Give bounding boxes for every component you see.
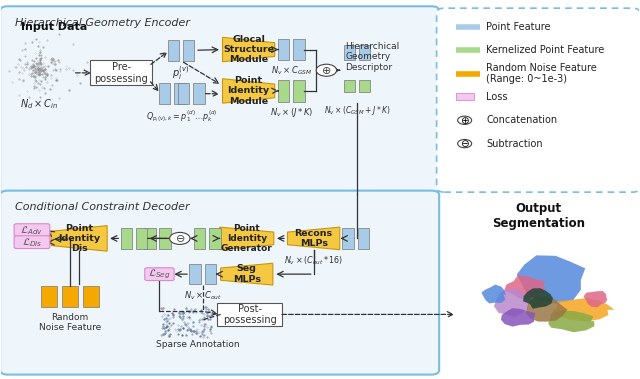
Bar: [293, 80, 305, 102]
Text: Glocal
Structure
Module: Glocal Structure Module: [223, 34, 274, 64]
Bar: [342, 228, 354, 249]
Bar: [174, 83, 186, 104]
Text: Concatenation: Concatenation: [486, 115, 557, 125]
Polygon shape: [548, 311, 595, 332]
Bar: [41, 287, 57, 307]
Bar: [278, 80, 289, 102]
Text: $\mathcal{L}_{Dis}$: $\mathcal{L}_{Dis}$: [22, 236, 42, 249]
Text: Random Noise Feature
(Range: 0~1e-3): Random Noise Feature (Range: 0~1e-3): [486, 63, 597, 85]
Bar: [136, 228, 147, 249]
Polygon shape: [584, 291, 607, 307]
Text: $N_v \times (J*K)$: $N_v \times (J*K)$: [269, 106, 313, 119]
Bar: [183, 40, 195, 61]
Bar: [178, 83, 189, 104]
Polygon shape: [481, 285, 506, 304]
FancyBboxPatch shape: [0, 191, 439, 374]
Bar: [293, 39, 305, 61]
Bar: [358, 228, 369, 249]
Text: Seg
MLPs: Seg MLPs: [233, 265, 260, 284]
FancyBboxPatch shape: [90, 60, 152, 86]
FancyBboxPatch shape: [14, 224, 50, 236]
Polygon shape: [523, 288, 553, 309]
Polygon shape: [220, 227, 274, 250]
Text: Post-
possessing: Post- possessing: [223, 304, 276, 325]
Bar: [205, 264, 216, 285]
Bar: [359, 45, 371, 60]
Text: Point
Identity
Generator: Point Identity Generator: [221, 224, 273, 253]
Circle shape: [316, 64, 337, 76]
Circle shape: [458, 139, 472, 148]
Text: $\oplus$: $\oplus$: [321, 65, 332, 76]
FancyBboxPatch shape: [436, 8, 640, 192]
Polygon shape: [223, 79, 275, 103]
Bar: [83, 287, 99, 307]
Polygon shape: [287, 227, 340, 250]
Text: Hierarchical Geometry Encoder: Hierarchical Geometry Encoder: [15, 17, 191, 28]
Polygon shape: [552, 298, 614, 321]
Polygon shape: [221, 263, 273, 285]
Text: Hierarchical
Geometry
Descriptor: Hierarchical Geometry Descriptor: [346, 42, 400, 72]
Polygon shape: [504, 275, 546, 300]
FancyBboxPatch shape: [218, 303, 282, 326]
Bar: [344, 45, 355, 60]
Text: $\ominus$: $\ominus$: [175, 233, 185, 244]
Circle shape: [458, 116, 472, 124]
Polygon shape: [501, 308, 535, 327]
Text: Loss: Loss: [486, 92, 508, 102]
Bar: [159, 83, 170, 104]
Text: $\mathcal{L}_{Seg}$: $\mathcal{L}_{Seg}$: [148, 268, 171, 281]
Text: Sparse Annotation: Sparse Annotation: [156, 340, 239, 349]
Bar: [62, 287, 78, 307]
Polygon shape: [494, 288, 531, 317]
Text: $N_v \times (C_{out}*16)$: $N_v \times (C_{out}*16)$: [284, 254, 343, 267]
Text: Point
Identity
Module: Point Identity Module: [228, 76, 269, 106]
FancyBboxPatch shape: [0, 6, 439, 194]
Bar: [193, 83, 205, 104]
Text: Recons
MLPs: Recons MLPs: [294, 229, 333, 248]
Text: $N_v \times (C_{GSM}+J*K)$: $N_v \times (C_{GSM}+J*K)$: [323, 104, 390, 117]
Text: $\mathcal{L}_{Adv}$: $\mathcal{L}_{Adv}$: [20, 224, 44, 236]
Text: Random
Noise Feature: Random Noise Feature: [39, 313, 101, 332]
Polygon shape: [51, 226, 107, 251]
Polygon shape: [223, 37, 275, 62]
Bar: [168, 40, 179, 61]
Text: Conditional Constraint Decoder: Conditional Constraint Decoder: [15, 202, 190, 212]
Bar: [209, 228, 221, 249]
Bar: [278, 39, 289, 61]
Text: $p_i^{(v)}$: $p_i^{(v)}$: [172, 64, 190, 82]
Circle shape: [170, 232, 190, 244]
FancyBboxPatch shape: [145, 268, 174, 280]
Polygon shape: [525, 296, 568, 322]
Bar: [194, 228, 205, 249]
Bar: [359, 80, 371, 92]
Bar: [144, 228, 156, 249]
Text: $\ominus$: $\ominus$: [460, 138, 470, 149]
Text: $N_v \times C_{out}$: $N_v \times C_{out}$: [184, 289, 221, 302]
Bar: [120, 228, 132, 249]
Text: Pre-
possessing: Pre- possessing: [94, 62, 148, 84]
Text: $N_d \times C_{in}$: $N_d \times C_{in}$: [20, 97, 59, 111]
Text: Kernelized Point Feature: Kernelized Point Feature: [486, 45, 605, 55]
Text: Point
Identity
Dis: Point Identity Dis: [58, 224, 100, 253]
Text: $\oplus$: $\oplus$: [460, 115, 470, 126]
Text: $Q_{p_i(v),k} = p_1^{(d)} \ldots p_k^{(d)}$: $Q_{p_i(v),k} = p_1^{(d)} \ldots p_k^{(d…: [146, 109, 218, 124]
Text: $N_v \times C_{GSM}$: $N_v \times C_{GSM}$: [271, 64, 312, 77]
Text: Subtraction: Subtraction: [486, 139, 543, 149]
Bar: [344, 80, 355, 92]
Text: Output
Segmentation: Output Segmentation: [492, 202, 585, 230]
Bar: [159, 228, 171, 249]
Bar: [456, 93, 474, 100]
Bar: [189, 264, 201, 285]
Text: Point Feature: Point Feature: [486, 22, 551, 32]
Polygon shape: [516, 255, 585, 304]
Text: Input Data: Input Data: [20, 22, 87, 32]
FancyBboxPatch shape: [14, 236, 50, 249]
